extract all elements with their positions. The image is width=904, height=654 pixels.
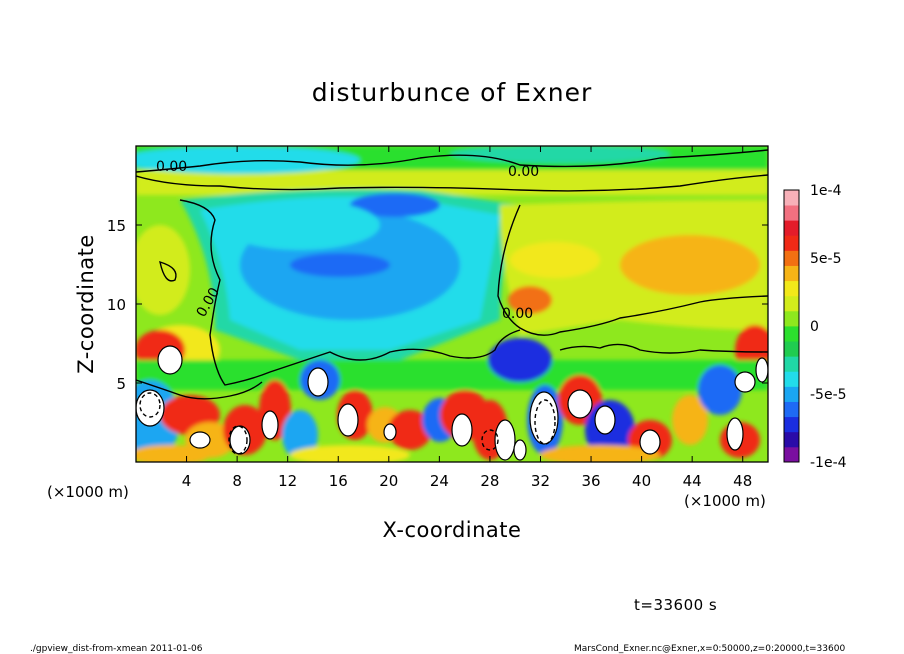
colorbar-swatch: [784, 250, 799, 266]
x-tick-label: 12: [278, 472, 297, 490]
colorbar-swatch: [784, 326, 799, 342]
colorbar-swatch: [784, 265, 799, 282]
saturated-spot: [639, 429, 661, 455]
colorbar-swatch: [784, 431, 799, 448]
colorbar-swatch: [784, 205, 799, 221]
colorbar-tick-label: 1e-4: [810, 183, 842, 199]
saturated-spot: [567, 389, 593, 419]
time-label: t=33600 s: [634, 596, 717, 614]
colorbar-tick-label: -1e-4: [810, 455, 847, 471]
chart-title: disturbunce of Exner: [312, 78, 593, 107]
saturated-spot: [337, 403, 359, 437]
zero-contour: [136, 174, 768, 192]
x-tick-label: 20: [379, 472, 398, 490]
colorbar-swatch: [784, 310, 799, 327]
colorbar-swatch: [784, 401, 799, 418]
saturated-spot: [451, 413, 473, 447]
saturated-spot: [136, 389, 165, 427]
negative-contour: [481, 429, 499, 451]
saturated-spot: [494, 419, 516, 461]
colorbar-swatch: [784, 190, 799, 206]
zero-contour: [159, 260, 177, 282]
x-tick-label: 32: [531, 472, 550, 490]
x-tick-label: 28: [480, 472, 499, 490]
y-axis-title: Z-coordinate: [74, 234, 98, 374]
saturated-spot: [157, 345, 183, 375]
colorbar-swatch: [784, 386, 799, 402]
y-tick-label: 5: [116, 375, 126, 393]
footer-left: ./gpview_dist-from-xmean 2011-01-06: [30, 644, 203, 654]
footer-right: MarsCond_Exner.nc@Exner,x=0:50000,z=0:20…: [574, 644, 845, 654]
negative-contour: [534, 399, 556, 445]
saturated-spot: [726, 417, 744, 451]
zero-contour: [136, 149, 768, 173]
zero-contour: [136, 379, 263, 400]
saturated-spot: [734, 371, 756, 393]
y-tick-label: 10: [107, 296, 126, 314]
zero-contour: [179, 199, 521, 386]
heatmap-field: [136, 146, 768, 462]
colorbar-swatch: [784, 416, 799, 433]
saturated-spot: [261, 410, 279, 440]
x-tick-label: 16: [329, 472, 348, 490]
x-axis-title: X-coordinate: [383, 518, 522, 542]
x-tick-label: 44: [683, 472, 702, 490]
colorbar-swatch: [784, 280, 799, 297]
colorbar-swatch: [784, 220, 799, 236]
colorbar-swatch: [784, 356, 799, 372]
y-tick-label: 15: [107, 217, 126, 235]
colorbar-tick-label: -5e-5: [810, 387, 847, 403]
colorbar-swatch: [784, 295, 799, 312]
contour-label: 0.00: [508, 164, 539, 180]
x-tick-label: 8: [232, 472, 242, 490]
saturated-spot: [307, 367, 329, 397]
saturated-spot: [529, 391, 559, 445]
zero-contour: [559, 343, 768, 354]
colorbar: [784, 190, 799, 463]
colorbar-tick-label: 5e-5: [810, 251, 841, 267]
x-tick-label: 4: [182, 472, 192, 490]
colorbar-swatch: [784, 446, 799, 463]
negative-contour: [228, 425, 248, 455]
colorbar-swatch: [784, 371, 799, 387]
x-tick-label: 36: [581, 472, 600, 490]
saturated-spot: [383, 423, 397, 441]
saturated-spot: [755, 357, 768, 383]
x-tick-label: 24: [430, 472, 449, 490]
saturated-spot: [594, 405, 616, 435]
saturated-spot: [513, 439, 527, 461]
colorbar-tick-label: 0: [810, 319, 819, 335]
contour-label: 0.00: [502, 306, 533, 322]
x-unit-left: (×1000 m): [47, 483, 129, 501]
negative-contour: [139, 392, 161, 418]
saturated-spot: [189, 431, 211, 449]
x-tick-label: 48: [733, 472, 752, 490]
x-unit-right: (×1000 m): [684, 492, 766, 510]
colorbar-frame: [783, 189, 800, 463]
colorbar-swatch: [784, 235, 799, 251]
contour-label: 0.00: [156, 159, 187, 175]
x-tick-label: 40: [632, 472, 651, 490]
zero-contour: [497, 204, 768, 336]
colorbar-swatch: [784, 341, 799, 357]
